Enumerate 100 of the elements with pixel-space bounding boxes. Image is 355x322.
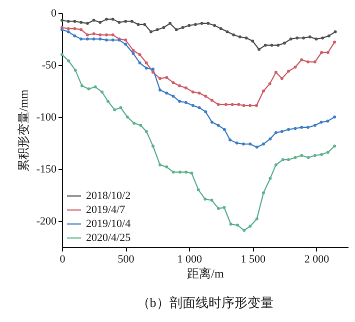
point — [162, 26, 166, 30]
point — [86, 33, 89, 36]
y-tick-label: 0 — [51, 8, 57, 20]
point — [194, 22, 197, 26]
point — [235, 142, 238, 144]
point — [60, 18, 64, 22]
point — [294, 156, 297, 160]
point — [204, 110, 208, 114]
point — [178, 170, 182, 174]
point — [98, 38, 102, 40]
legend-label: 2018/10/2 — [86, 190, 131, 202]
point — [255, 217, 258, 220]
point — [113, 108, 116, 112]
point — [238, 35, 242, 38]
point — [130, 20, 134, 23]
point — [156, 28, 159, 32]
point — [236, 224, 240, 227]
point — [300, 154, 304, 157]
y-tick-label: -150 — [36, 164, 57, 176]
point — [73, 27, 76, 30]
point — [200, 22, 204, 25]
x-tick-label: 1 500 — [240, 254, 266, 266]
point — [242, 104, 246, 108]
point — [143, 22, 146, 26]
x-tick-label: 0 — [60, 254, 66, 266]
point — [181, 26, 184, 30]
point — [80, 20, 83, 24]
point — [172, 81, 175, 84]
point — [226, 30, 229, 34]
point — [184, 100, 188, 104]
point — [132, 48, 135, 52]
point — [165, 92, 168, 95]
point — [230, 103, 234, 106]
point — [287, 70, 290, 73]
point — [66, 20, 70, 23]
point — [216, 103, 220, 106]
point — [280, 77, 284, 80]
point — [274, 163, 278, 166]
point — [190, 172, 194, 175]
line-series — [60, 26, 336, 108]
point — [334, 30, 337, 34]
point — [248, 142, 252, 146]
x-tick-label: 500 — [118, 254, 135, 266]
point — [67, 59, 70, 62]
point — [178, 84, 182, 88]
x-tick-label: 1 000 — [177, 254, 202, 266]
y-tick-label: -50 — [42, 60, 57, 72]
point — [296, 36, 299, 40]
y-tick-label: -200 — [36, 216, 57, 228]
point — [276, 44, 280, 47]
point — [320, 152, 324, 156]
point — [306, 60, 310, 64]
line-series — [60, 53, 336, 232]
point — [219, 27, 222, 30]
point — [333, 40, 336, 44]
point — [300, 126, 304, 129]
point — [66, 27, 70, 30]
point — [313, 60, 316, 64]
point — [144, 130, 148, 134]
point — [268, 137, 272, 140]
point — [204, 198, 207, 201]
point — [178, 100, 182, 103]
point — [222, 128, 226, 131]
x-tick-label: 2 000 — [304, 254, 330, 266]
point — [144, 66, 148, 70]
point — [188, 24, 191, 27]
point — [242, 228, 246, 232]
point — [222, 206, 226, 209]
point — [144, 61, 148, 64]
point — [206, 22, 210, 25]
point — [320, 120, 323, 124]
legend-label: 2020/4/25 — [86, 232, 132, 244]
point — [172, 170, 175, 174]
y-axis-title: 累积形变量/mm — [16, 88, 30, 172]
point — [158, 163, 162, 166]
point — [191, 90, 194, 94]
point — [313, 154, 316, 157]
point — [326, 150, 330, 154]
point — [210, 198, 214, 202]
point — [258, 48, 261, 51]
point — [282, 42, 286, 45]
legend-label: 2019/4/7 — [86, 204, 126, 216]
point — [119, 106, 122, 110]
point — [92, 38, 96, 40]
point — [210, 98, 214, 102]
y-tick-label: -100 — [36, 112, 57, 124]
point — [98, 33, 102, 36]
point — [274, 131, 278, 134]
point — [216, 124, 220, 127]
point — [289, 38, 292, 40]
point — [118, 20, 121, 24]
point — [198, 106, 201, 110]
point — [280, 130, 284, 134]
point — [204, 94, 208, 98]
point — [326, 120, 330, 123]
point — [264, 44, 267, 47]
point — [174, 28, 178, 32]
point — [313, 124, 316, 127]
point — [138, 61, 142, 64]
point — [306, 156, 310, 160]
